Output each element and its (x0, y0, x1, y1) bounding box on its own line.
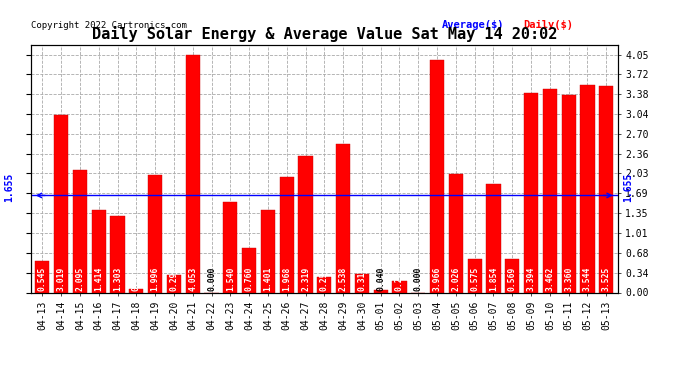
Text: 3.019: 3.019 (57, 267, 66, 291)
Text: Average($): Average($) (442, 20, 504, 30)
Text: 0.040: 0.040 (376, 267, 385, 291)
Bar (73, 170, 87, 292)
Text: 1.401: 1.401 (264, 267, 273, 291)
Text: 3.966: 3.966 (433, 267, 442, 291)
Bar (261, 210, 275, 292)
Text: 0.200: 0.200 (395, 267, 404, 291)
Bar (448, 174, 463, 292)
Bar (224, 202, 237, 292)
Text: 0.317: 0.317 (357, 267, 366, 291)
Bar (580, 85, 595, 292)
Text: 0.257: 0.257 (319, 267, 329, 291)
Bar (148, 176, 162, 292)
Bar (186, 55, 200, 292)
Text: 1.303: 1.303 (113, 267, 122, 291)
Text: 0.000: 0.000 (207, 267, 216, 291)
Bar (468, 259, 482, 292)
Bar (167, 275, 181, 292)
Text: 0.575: 0.575 (470, 267, 479, 291)
Bar (505, 259, 520, 292)
Text: 0.569: 0.569 (508, 267, 517, 291)
Bar (279, 177, 294, 292)
Bar (524, 93, 538, 292)
Text: 3.394: 3.394 (526, 267, 535, 291)
Text: Copyright 2022 Cartronics.com: Copyright 2022 Cartronics.com (31, 21, 187, 30)
Bar (355, 274, 369, 292)
Text: 3.360: 3.360 (564, 267, 573, 291)
Bar (54, 116, 68, 292)
Text: 1.655: 1.655 (4, 173, 14, 202)
Bar (486, 184, 500, 292)
Text: Daily($): Daily($) (524, 20, 573, 30)
Text: 2.319: 2.319 (301, 267, 310, 291)
Bar (317, 278, 331, 292)
Text: 0.296: 0.296 (170, 267, 179, 291)
Text: 0.061: 0.061 (132, 267, 141, 291)
Bar (35, 261, 50, 292)
Text: 0.760: 0.760 (245, 267, 254, 291)
Text: 3.544: 3.544 (583, 267, 592, 291)
Text: 3.525: 3.525 (602, 267, 611, 291)
Title: Daily Solar Energy & Average Value Sat May 14 20:02: Daily Solar Energy & Average Value Sat M… (92, 27, 557, 42)
Bar (299, 156, 313, 292)
Bar (129, 289, 144, 292)
Text: 2.026: 2.026 (451, 267, 460, 291)
Bar (374, 290, 388, 292)
Bar (543, 90, 557, 292)
Text: 1.655: 1.655 (623, 173, 633, 202)
Bar (242, 248, 256, 292)
Text: 1.540: 1.540 (226, 267, 235, 291)
Text: 3.462: 3.462 (545, 267, 554, 291)
Text: 4.053: 4.053 (188, 267, 197, 291)
Text: 0.545: 0.545 (38, 267, 47, 291)
Bar (599, 86, 613, 292)
Text: 1.854: 1.854 (489, 267, 498, 291)
Text: 0.000: 0.000 (414, 267, 423, 291)
Text: 2.538: 2.538 (339, 267, 348, 291)
Bar (562, 96, 575, 292)
Text: 2.095: 2.095 (75, 267, 84, 291)
Text: 1.968: 1.968 (282, 267, 291, 291)
Bar (336, 144, 350, 292)
Text: 1.996: 1.996 (150, 267, 159, 291)
Bar (110, 216, 125, 292)
Bar (92, 210, 106, 292)
Bar (393, 281, 406, 292)
Text: 1.414: 1.414 (95, 267, 103, 291)
Bar (430, 60, 444, 292)
